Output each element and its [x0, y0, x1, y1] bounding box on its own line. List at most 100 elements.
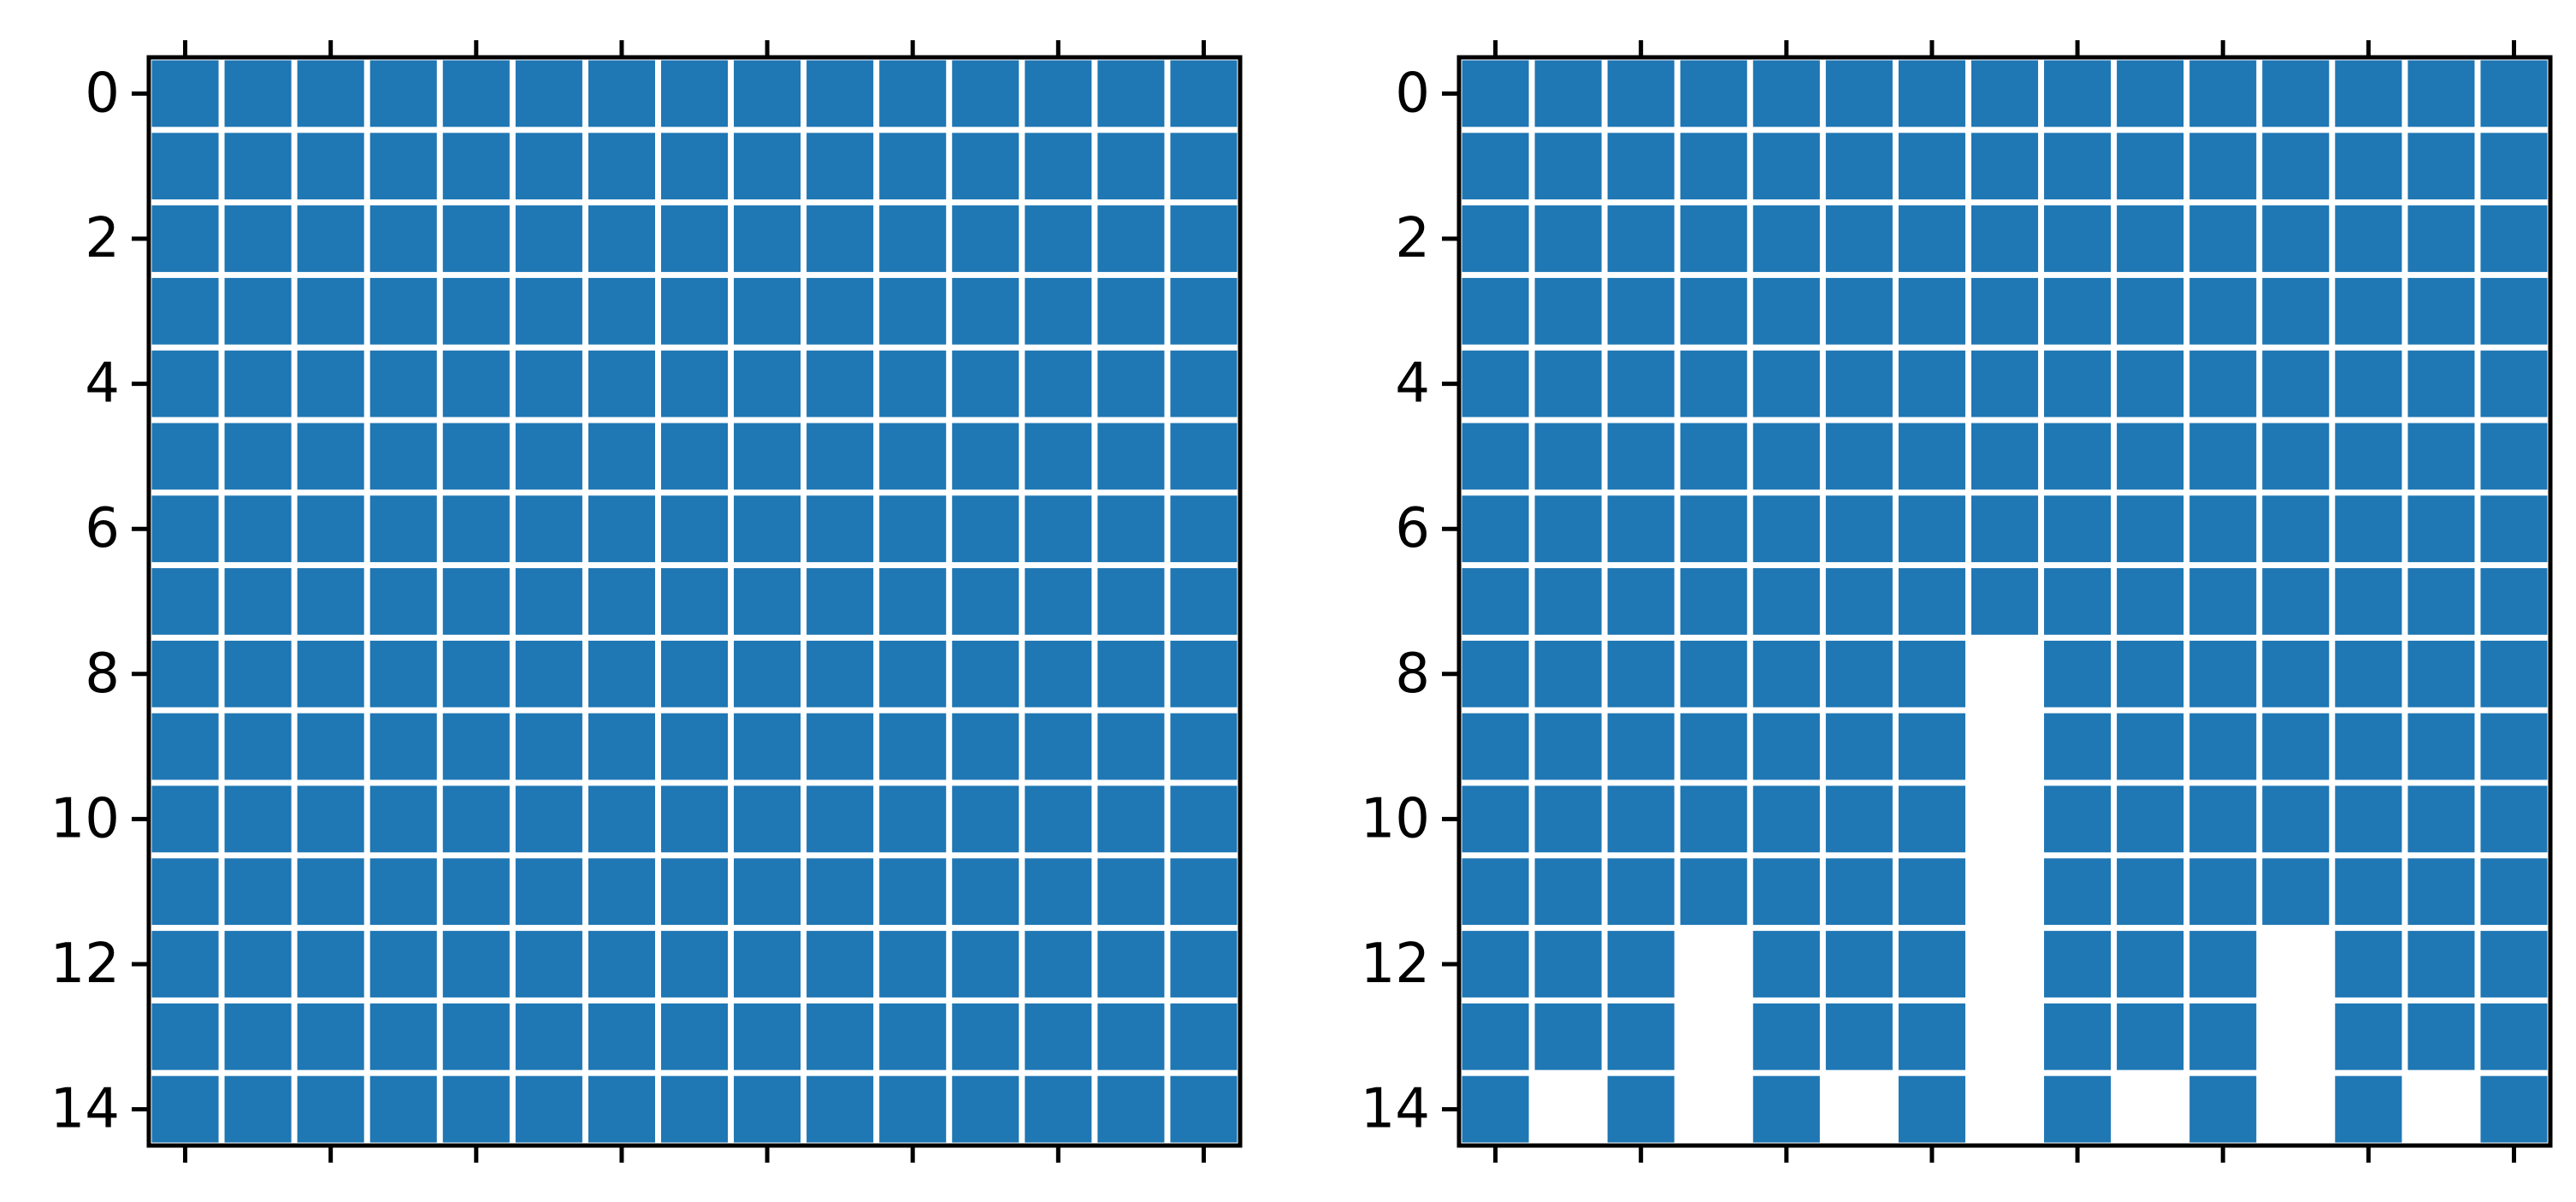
heatmap-cell-r4-c4	[442, 350, 510, 417]
heatmap-cell-r12-c4	[442, 931, 510, 998]
heatmap-cell-r6-c3	[369, 495, 437, 563]
heatmap-cell-r13-c10	[2189, 1003, 2257, 1070]
heatmap-cell-r7-c11	[952, 568, 1019, 635]
heatmap-cell-r8-c0	[1462, 640, 1529, 708]
heatmap-cell-r1-c0	[151, 133, 219, 200]
heatmap-cell-r8-c14	[1170, 640, 1238, 708]
heatmap-cell-r7-c0	[1462, 568, 1529, 635]
heatmap-cell-r12-c5	[515, 931, 582, 998]
heatmap-cell-r8-c11	[2262, 640, 2330, 708]
heatmap-cell-r13-c7	[660, 1003, 729, 1070]
heatmap-cell-r12-c1	[224, 931, 292, 998]
heatmap-cell-r10-c13	[1097, 785, 1165, 853]
heatmap-cell-r10-c9	[806, 785, 874, 853]
y-tick-label-8: 8	[85, 642, 120, 706]
heatmap-cell-r0-c12	[2335, 60, 2402, 127]
heatmap-cell-r13-c2	[1607, 1003, 1675, 1070]
heatmap-cell-r13-c4	[442, 1003, 510, 1070]
heatmap-cell-r4-c2	[297, 350, 364, 417]
heatmap-cell-r2-c6	[588, 205, 655, 272]
heatmap-cell-r3-c7	[1970, 277, 2039, 345]
heatmap-cell-r2-c1	[1534, 205, 1602, 272]
y-tick-label-12: 12	[1361, 933, 1430, 996]
heatmap-cell-r14-c3	[369, 1075, 437, 1143]
heatmap-cell-r9-c5	[1825, 713, 1893, 780]
heatmap-cell-r1-c11	[952, 133, 1019, 200]
heatmap-cell-r13-c0	[151, 1003, 219, 1070]
heatmap-cell-r14-c0	[1462, 1075, 1529, 1143]
heatmap-cell-r13-c1	[1534, 1003, 1602, 1070]
heatmap-cell-r3-c0	[151, 277, 219, 345]
heatmap-cell-r10-c4	[1752, 785, 1820, 853]
heatmap-cell-r12-c13	[2408, 931, 2475, 998]
heatmap-cell-r9-c2	[297, 713, 364, 780]
heatmap-cell-r10-c7	[660, 785, 729, 853]
heatmap-cell-r0-c2	[1607, 60, 1675, 127]
heatmap-cell-r11-c6	[1898, 858, 1965, 926]
heatmap-cell-r4-c3	[1680, 350, 1747, 417]
heatmap-cell-r4-c14	[2480, 350, 2548, 417]
heatmap-cell-r4-c7	[1970, 350, 2039, 417]
heatmap-cell-r1-c14	[2480, 133, 2548, 200]
heatmap-cell-r2-c3	[1680, 205, 1747, 272]
heatmap-cell-r3-c3	[1680, 277, 1747, 345]
heatmap-cell-r11-c9	[806, 858, 874, 926]
heatmap-cell-r12-c1	[1534, 931, 1602, 998]
heatmap-cell-r6-c6	[588, 495, 655, 563]
heatmap-cell-r10-c2	[1607, 785, 1675, 853]
heatmap-cell-r2-c5	[515, 205, 582, 272]
heatmap-cell-r3-c9	[806, 277, 874, 345]
heatmap-cell-r1-c7	[660, 133, 729, 200]
heatmap-cell-r5-c5	[515, 423, 582, 490]
heatmap-cell-r11-c5	[1825, 858, 1893, 926]
heatmap-cell-r6-c10	[2189, 495, 2257, 563]
heatmap-cell-r4-c0	[1462, 350, 1529, 417]
heatmap-cell-r4-c8	[2044, 350, 2112, 417]
heatmap-cell-r11-c14	[2480, 858, 2548, 926]
heatmap-cell-r12-c2	[297, 931, 364, 998]
heatmap-cell-r3-c9	[2117, 277, 2184, 345]
heatmap-cell-r1-c6	[1898, 133, 1965, 200]
heatmap-cell-r0-c14	[1170, 60, 1238, 127]
heatmap-cell-r13-c1	[224, 1003, 292, 1070]
heatmap-cell-r6-c12	[1025, 495, 1092, 563]
heatmap-cell-r8-c7	[660, 640, 729, 708]
heatmap-cell-r8-c9	[806, 640, 874, 708]
heatmap-cell-r14-c8	[2044, 1075, 2112, 1143]
heatmap-cell-r7-c7	[1970, 568, 2039, 635]
heatmap-cell-r11-c2	[297, 858, 364, 926]
heatmap-cell-r9-c8	[2044, 713, 2112, 780]
heatmap-cell-r8-c1	[1534, 640, 1602, 708]
heatmap-cell-r4-c9	[2117, 350, 2184, 417]
heatmap-panel-2: 0 2 4 6 8 10 12 14	[1361, 40, 2553, 1163]
heatmap-cell-r9-c7	[660, 713, 729, 780]
heatmap-cell-r4-c1	[224, 350, 292, 417]
heatmap-cell-r4-c4	[1752, 350, 1820, 417]
heatmap-cell-r11-c2	[1607, 858, 1675, 926]
heatmap-cell-r9-c13	[1097, 713, 1165, 780]
heatmap-cell-r0-c12	[1025, 60, 1092, 127]
heatmap-cell-r9-c5	[515, 713, 582, 780]
heatmap-cell-r8-c11	[952, 640, 1019, 708]
heatmap-cell-r7-c10	[2189, 568, 2257, 635]
heatmap-cell-r2-c0	[1462, 205, 1529, 272]
heatmap-cell-r6-c0	[1462, 495, 1529, 563]
heatmap-cell-r0-c7	[660, 60, 729, 127]
heatmap-cell-r7-c14	[1170, 568, 1238, 635]
heatmap-cell-r5-c0	[151, 423, 219, 490]
heatmap-cell-r0-c5	[515, 60, 582, 127]
x-axis	[1493, 40, 2516, 1163]
heatmap-cell-r7-c8	[2044, 568, 2112, 635]
heatmap-cell-r3-c10	[2189, 277, 2257, 345]
heatmap-cell-r8-c3	[1680, 640, 1747, 708]
heatmap-cell-r10-c0	[1462, 785, 1529, 853]
heatmap-cell-r8-c13	[1097, 640, 1165, 708]
heatmap-cell-r1-c1	[1534, 133, 1602, 200]
heatmap-cell-r10-c0	[151, 785, 219, 853]
heatmap-cell-r0-c0	[1462, 60, 1529, 127]
heatmap-cell-r10-c14	[2480, 785, 2548, 853]
heatmap-cell-r3-c14	[2480, 277, 2548, 345]
heatmap-cell-r10-c4	[442, 785, 510, 853]
heatmap-cell-r7-c8	[734, 568, 801, 635]
